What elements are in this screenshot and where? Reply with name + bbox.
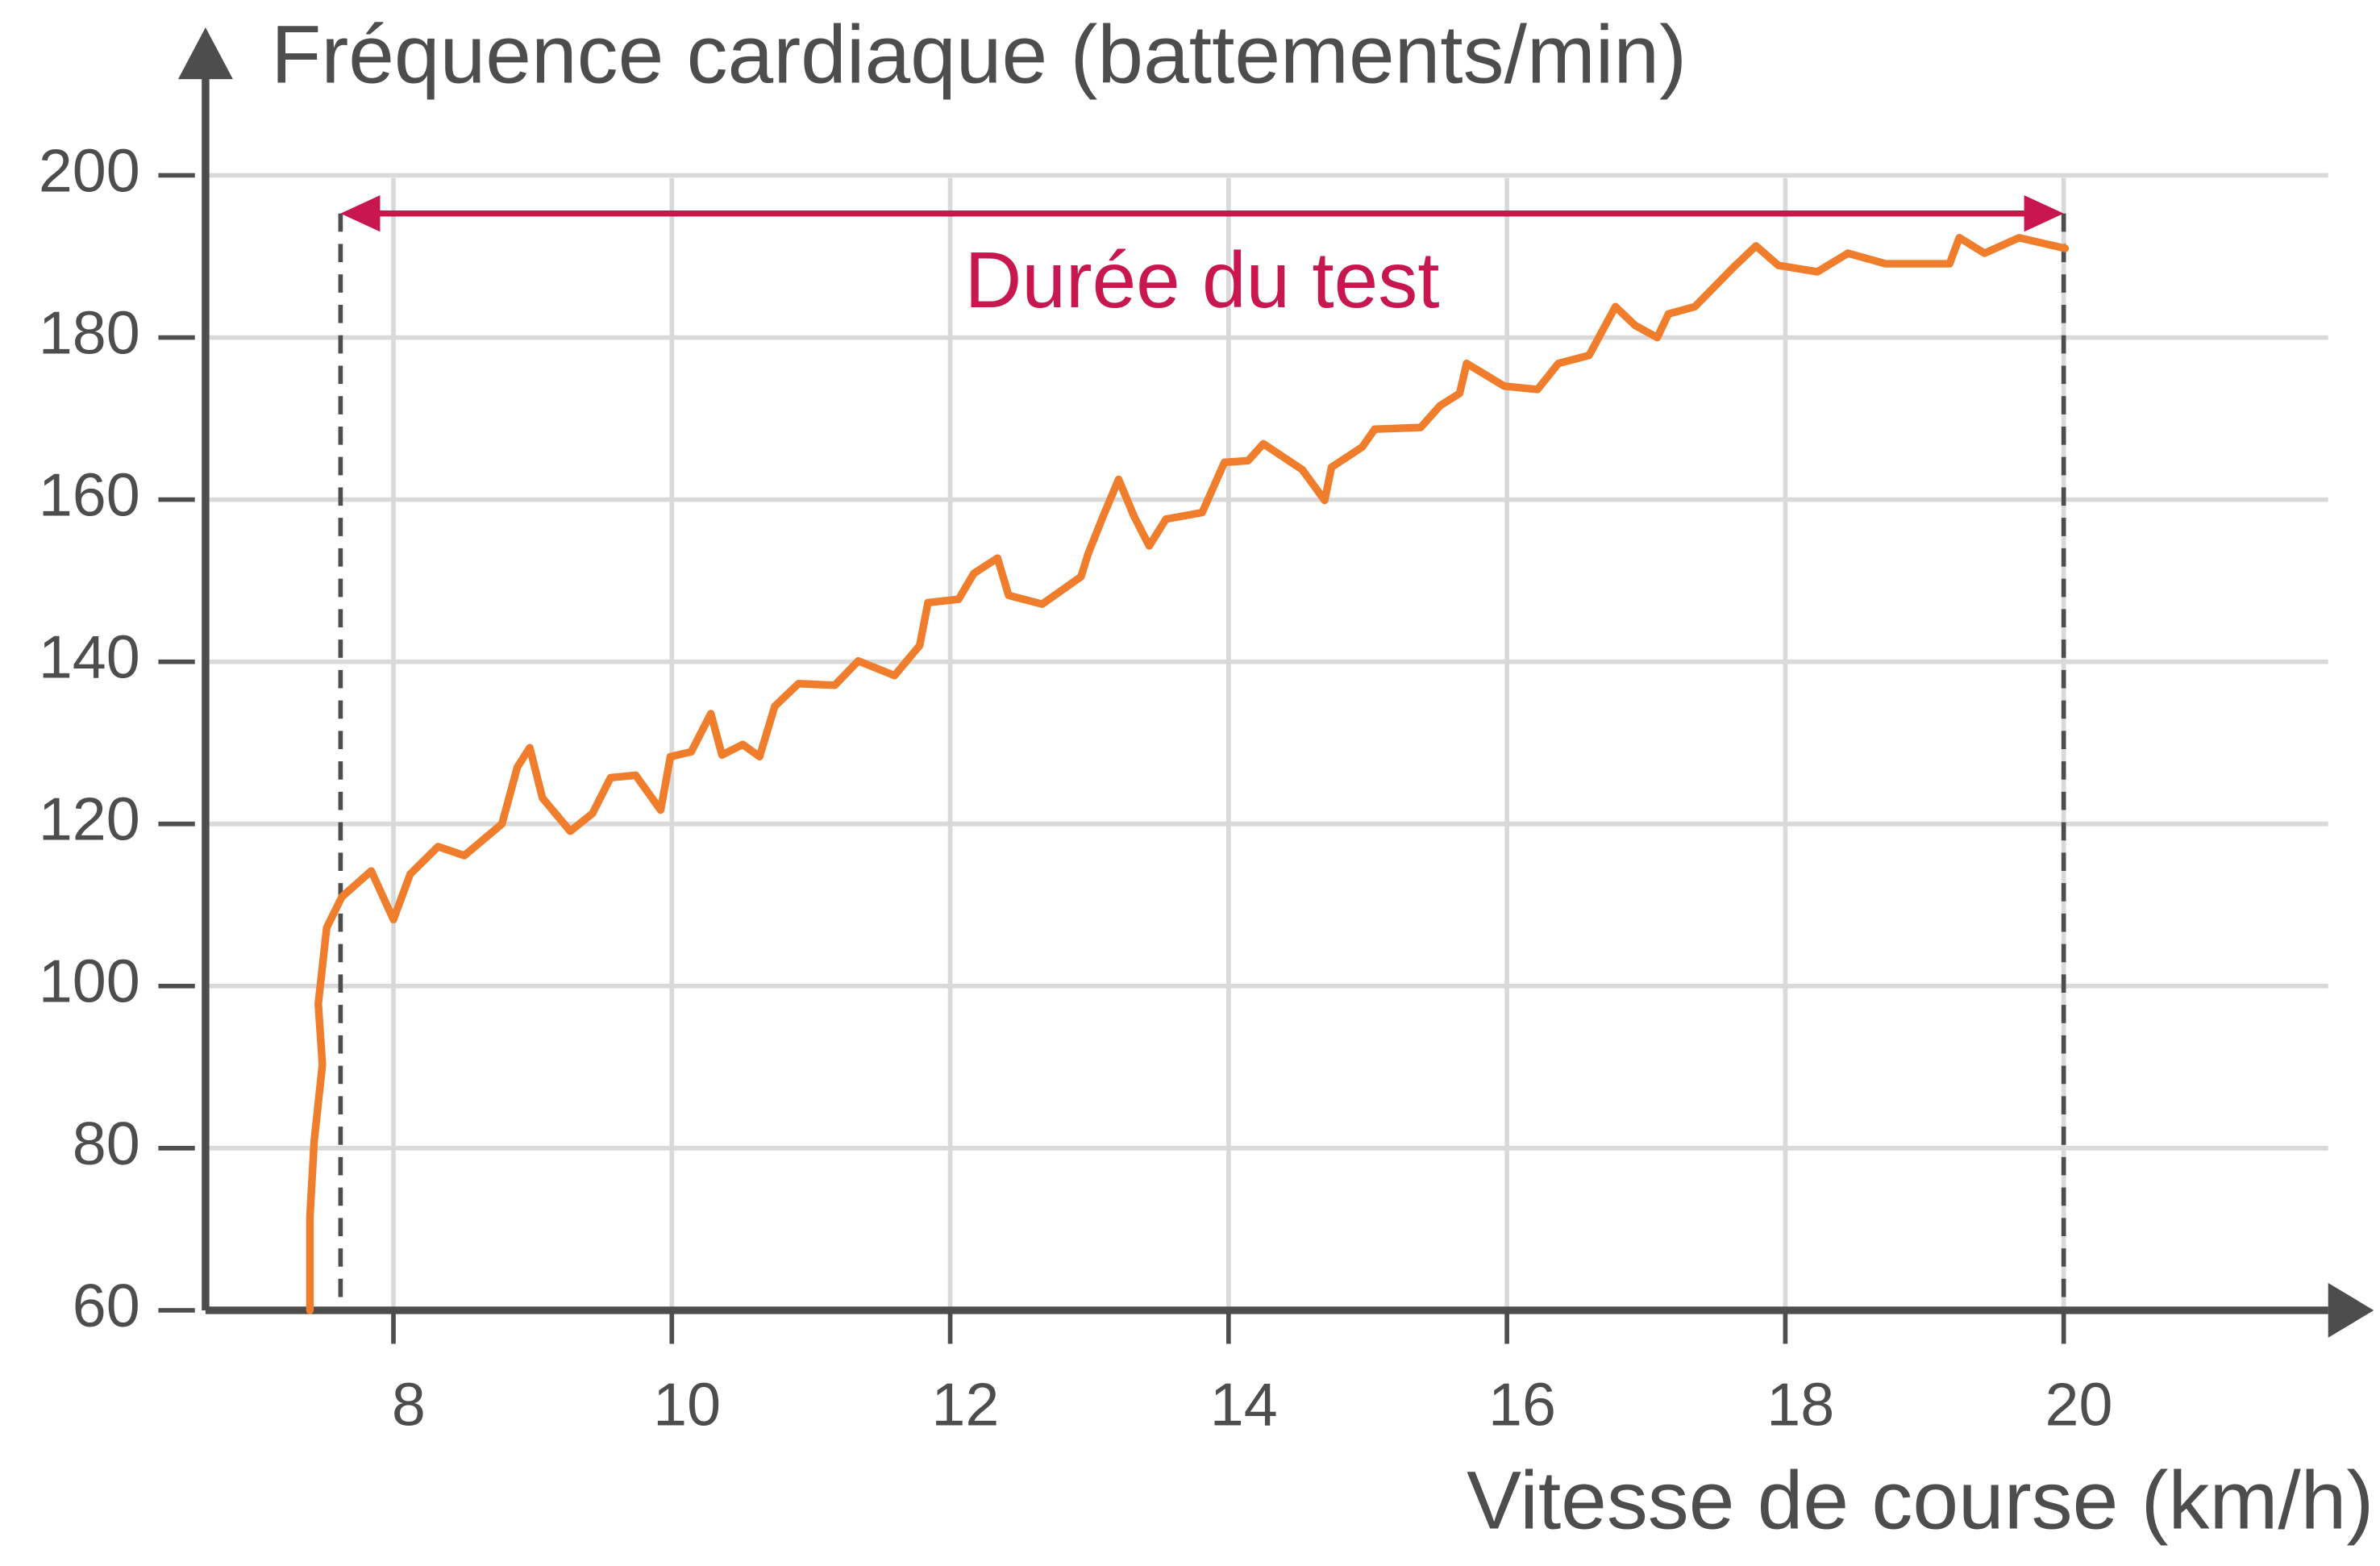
y-tick-label: 200 <box>39 136 140 204</box>
x-axis-label: Vitesse de course (km/h) <box>1467 1454 2374 1546</box>
x-axis-arrow <box>2328 1282 2374 1338</box>
arrow-head <box>2024 195 2064 232</box>
y-tick-label: 60 <box>73 1272 140 1339</box>
x-tick-label: 20 <box>2045 1371 2113 1439</box>
annotation-text: Durée du test <box>964 235 1439 324</box>
y-tick-label: 140 <box>39 623 140 691</box>
y-tick-label: 160 <box>39 461 140 529</box>
y-axis-label: Fréquence cardiaque (battements/min) <box>271 8 1687 100</box>
x-tick-label: 8 <box>392 1371 426 1439</box>
x-tick-label: 12 <box>931 1371 999 1439</box>
y-tick-label: 120 <box>39 785 140 853</box>
y-tick-label: 100 <box>39 948 140 1015</box>
x-tick-label: 18 <box>1766 1371 1834 1439</box>
x-tick-label: 16 <box>1488 1371 1556 1439</box>
y-tick-label: 180 <box>39 298 140 366</box>
arrow-head <box>340 195 381 232</box>
y-axis-arrow <box>177 27 233 80</box>
y-tick-label: 80 <box>73 1110 140 1177</box>
heart-rate-line <box>306 234 2070 1314</box>
x-tick-label: 14 <box>1210 1371 1278 1439</box>
x-tick-label: 10 <box>653 1371 721 1439</box>
